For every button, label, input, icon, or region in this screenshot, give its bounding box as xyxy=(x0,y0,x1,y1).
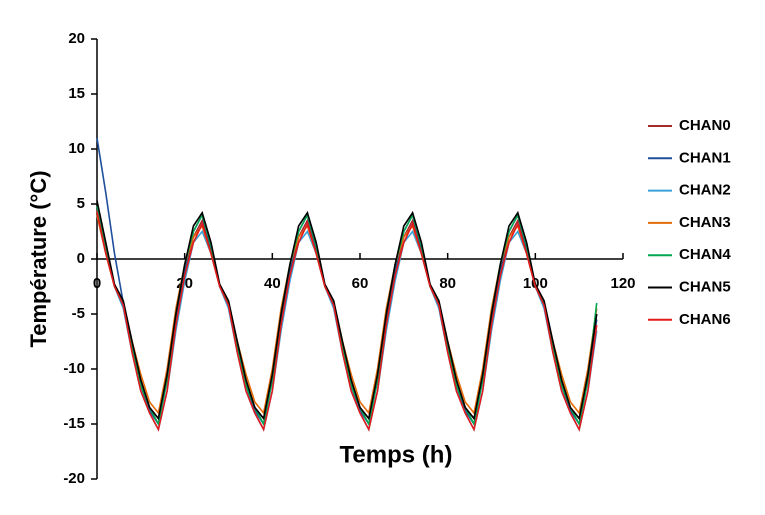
y-tick-label: 0 xyxy=(77,250,85,267)
y-tick-label: 20 xyxy=(68,30,85,47)
x-tick-label: 80 xyxy=(439,275,456,292)
y-tick-label: -5 xyxy=(72,305,85,322)
legend-label: CHAN6 xyxy=(679,311,731,328)
x-tick-label: 60 xyxy=(352,275,369,292)
y-tick-label: 15 xyxy=(68,85,85,102)
x-axis-title: Temps (h) xyxy=(340,441,453,468)
data-line xyxy=(96,214,598,432)
legend-label: CHAN2 xyxy=(679,182,731,199)
legend-label: CHAN1 xyxy=(679,149,731,166)
y-tick-label: -10 xyxy=(63,360,85,377)
data-line xyxy=(96,211,598,432)
y-tick-label: -20 xyxy=(63,470,85,487)
x-tick-label: 40 xyxy=(264,275,281,292)
data-line xyxy=(96,214,598,415)
y-axis-title: Température (°C) xyxy=(26,170,51,347)
legend-label: CHAN3 xyxy=(679,214,731,231)
y-tick-label: -15 xyxy=(63,415,85,432)
data-line xyxy=(96,200,598,421)
y-tick-label: 10 xyxy=(68,140,85,157)
data-line xyxy=(96,137,598,427)
legend-label: CHAN5 xyxy=(679,278,731,295)
legend-label: CHAN4 xyxy=(679,246,731,263)
legend-label: CHAN0 xyxy=(679,117,731,134)
y-tick-label: 5 xyxy=(77,195,85,212)
x-tick-label: 0 xyxy=(93,275,101,292)
x-tick-label: 120 xyxy=(610,275,635,292)
